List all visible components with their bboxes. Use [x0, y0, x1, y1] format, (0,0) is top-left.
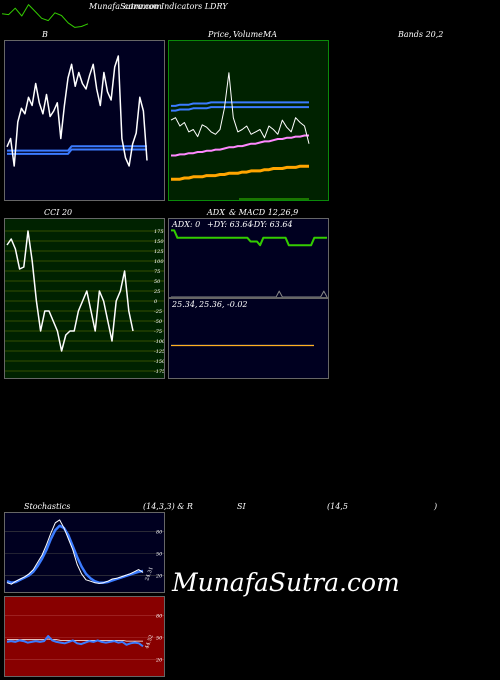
cci-tick-label: 175: [154, 229, 164, 235]
price-ma-panel: [168, 40, 329, 201]
adx-title: ADX: [207, 208, 225, 217]
rsi-line: [6, 635, 144, 648]
cci-tick-label: -175: [154, 369, 165, 375]
rsi-params-label: (14,5: [327, 502, 348, 511]
volume-label: Volume: [233, 30, 263, 39]
adx-value: ADX: 0: [172, 220, 201, 229]
pm-ma-long: [171, 164, 309, 181]
stoch-tick-label: 20: [155, 573, 163, 579]
plus-di-value: +DY: 63.64: [207, 220, 253, 229]
cci-chart: 175 150 125 100 75 50 25 0 -25 -50 -75 -100 -125 -150…: [5, 229, 165, 375]
cci-tick-label: -25: [154, 309, 162, 315]
adx-line: [171, 229, 327, 247]
rsi-tick-label: 50: [156, 636, 163, 642]
site-label: MunafaSutra.com: [89, 2, 162, 11]
cci-label: CCI 20: [44, 208, 73, 217]
top-strip-chart: [1, 4, 89, 28]
signal-value: 25.36,: [199, 300, 225, 309]
rsi-tick-label: 80: [156, 614, 163, 620]
stoch-current-value: 24.31: [144, 566, 155, 582]
pm-price-line: [170, 72, 310, 144]
overlap-label: common Indicators LDRY: [124, 2, 228, 11]
cci-tick-label: 125: [154, 249, 164, 255]
stoch-d-line: [6, 524, 144, 584]
rsi-m-line: [7, 638, 143, 642]
price-ma-chart: [170, 72, 310, 200]
ma-label: MA: [263, 30, 277, 39]
rsi-close-label: ): [434, 502, 438, 511]
cci-tick-label: 150: [154, 239, 164, 245]
cci-tick-label: -100: [154, 339, 165, 345]
rsi-chart: 80 50 20 44.52: [5, 614, 164, 663]
bollinger-chart: [6, 55, 148, 167]
cci-tick-label: -75: [154, 329, 162, 335]
bb-price-line: [6, 55, 148, 167]
macd-panel: 25.34, 25.36, -0.02: [168, 298, 329, 379]
stoch-tick-label: 50: [156, 552, 163, 558]
cci-tick-label: 25: [153, 289, 160, 295]
cci-tick-label: 75: [154, 269, 160, 275]
b-label: B: [42, 30, 48, 39]
pm-lower-band: [171, 106, 309, 112]
stoch-k-line: [6, 519, 144, 585]
cci-tick-label: 100: [154, 259, 164, 265]
top-strip-line: [1, 4, 89, 28]
cci-panel: 175 150 125 100 75 50 25 0 -25 -50 -75 -100 -125 -150…: [4, 218, 165, 379]
adx-chart: [171, 229, 328, 297]
cci-line: [6, 230, 134, 352]
macd-chart: [171, 344, 314, 347]
stoch-tick-label: 80: [156, 530, 163, 536]
cci-tick-label: -125: [154, 349, 165, 355]
price-label: Price,: [208, 30, 232, 39]
rsi-tick-label: 20: [155, 657, 163, 663]
stochastics-panel: 80 50 20 24.31: [4, 512, 165, 593]
cci-tick-label: 0: [154, 299, 158, 305]
adx-di-line: [171, 290, 328, 297]
si-label: SI: [237, 502, 246, 511]
minus-di-value: -DY: 63.64: [251, 220, 293, 229]
pm-upper-band: [171, 101, 309, 107]
rsi-current-value: 44.52: [144, 634, 155, 650]
stoch-params-label: (14,3,3) & R: [143, 502, 193, 511]
macd-value: 25.34,: [172, 300, 198, 309]
cci-tick-label: 50: [154, 279, 161, 285]
cci-tick-label: -50: [154, 319, 163, 325]
hist-value: -0.02: [227, 300, 248, 309]
cci-tick-label: -150: [154, 359, 165, 365]
rsi-panel: 80 50 20 44.52: [4, 596, 165, 677]
adx-panel: ADX: 0 +DY: 63.64 -DY: 63.64: [168, 218, 329, 298]
watermark: MunafaSutra.com: [172, 568, 400, 597]
bollinger-panel: [4, 40, 165, 201]
stoch-label: Stochastics: [24, 502, 71, 511]
bands-label: Bands 20,2: [398, 30, 444, 39]
macd-title: & MACD 12,26,9: [229, 208, 299, 217]
pm-ma-short: [171, 134, 309, 157]
